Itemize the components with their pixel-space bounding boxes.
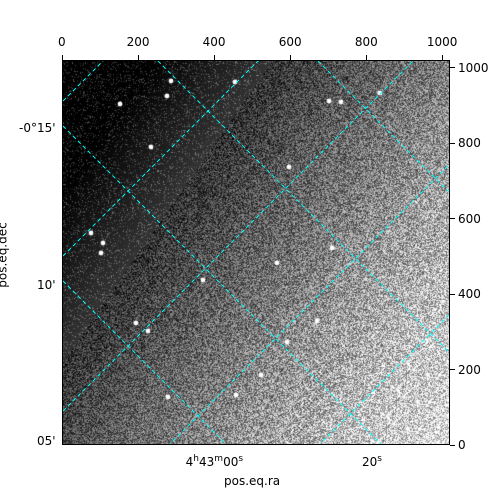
x-axis-title: pos.eq.ra <box>224 474 281 488</box>
top-tick-mark <box>441 55 443 60</box>
dec-tick-label: 05' <box>37 434 56 449</box>
top-tick-label: 400 <box>202 35 226 49</box>
ra-tick-label: 4h43m00s <box>185 454 244 469</box>
top-tick-mark <box>289 55 291 60</box>
right-tick-label: 0 <box>458 438 466 452</box>
right-tick-mark <box>450 444 455 446</box>
right-tick-label: 600 <box>458 211 481 226</box>
grid-line <box>169 164 449 444</box>
top-tick-mark <box>365 55 367 60</box>
coordinate-grid <box>63 61 449 445</box>
right-tick-mark <box>450 293 455 295</box>
grid-line <box>63 280 227 444</box>
top-tick-label: 1000 <box>426 35 458 49</box>
top-tick-label: 200 <box>126 35 150 49</box>
grid-line <box>63 441 73 445</box>
right-tick-label: 200 <box>458 362 481 377</box>
right-tick-mark <box>450 67 455 69</box>
grid-line <box>157 61 449 353</box>
sky-image <box>63 61 449 444</box>
right-tick-label: 800 <box>458 136 481 151</box>
top-tick-mark <box>61 55 63 60</box>
grid-line <box>63 61 104 102</box>
right-tick-label: 400 <box>458 287 481 302</box>
right-tick-mark <box>450 369 455 370</box>
top-tick-label: 0 <box>58 35 66 49</box>
right-tick-label: 1000 <box>458 60 489 75</box>
grid-line <box>63 61 414 412</box>
grid-line <box>317 61 449 193</box>
top-tick-label: 600 <box>278 35 302 49</box>
top-tick-mark <box>213 55 215 60</box>
top-tick-label: 800 <box>354 35 378 49</box>
top-tick-mark <box>137 55 139 60</box>
right-tick-mark <box>450 142 455 144</box>
right-tick-mark <box>450 218 455 220</box>
grid-line <box>63 61 259 257</box>
ra-tick-label: 20s <box>362 454 382 469</box>
grid-line <box>319 314 449 444</box>
image-plot-area <box>62 60 450 445</box>
dec-tick-label: 10' <box>37 277 56 292</box>
y-axis-title: pos.eq.dec <box>0 222 10 288</box>
dec-tick-label: -0°15' <box>19 120 56 135</box>
grid-line <box>63 125 382 444</box>
